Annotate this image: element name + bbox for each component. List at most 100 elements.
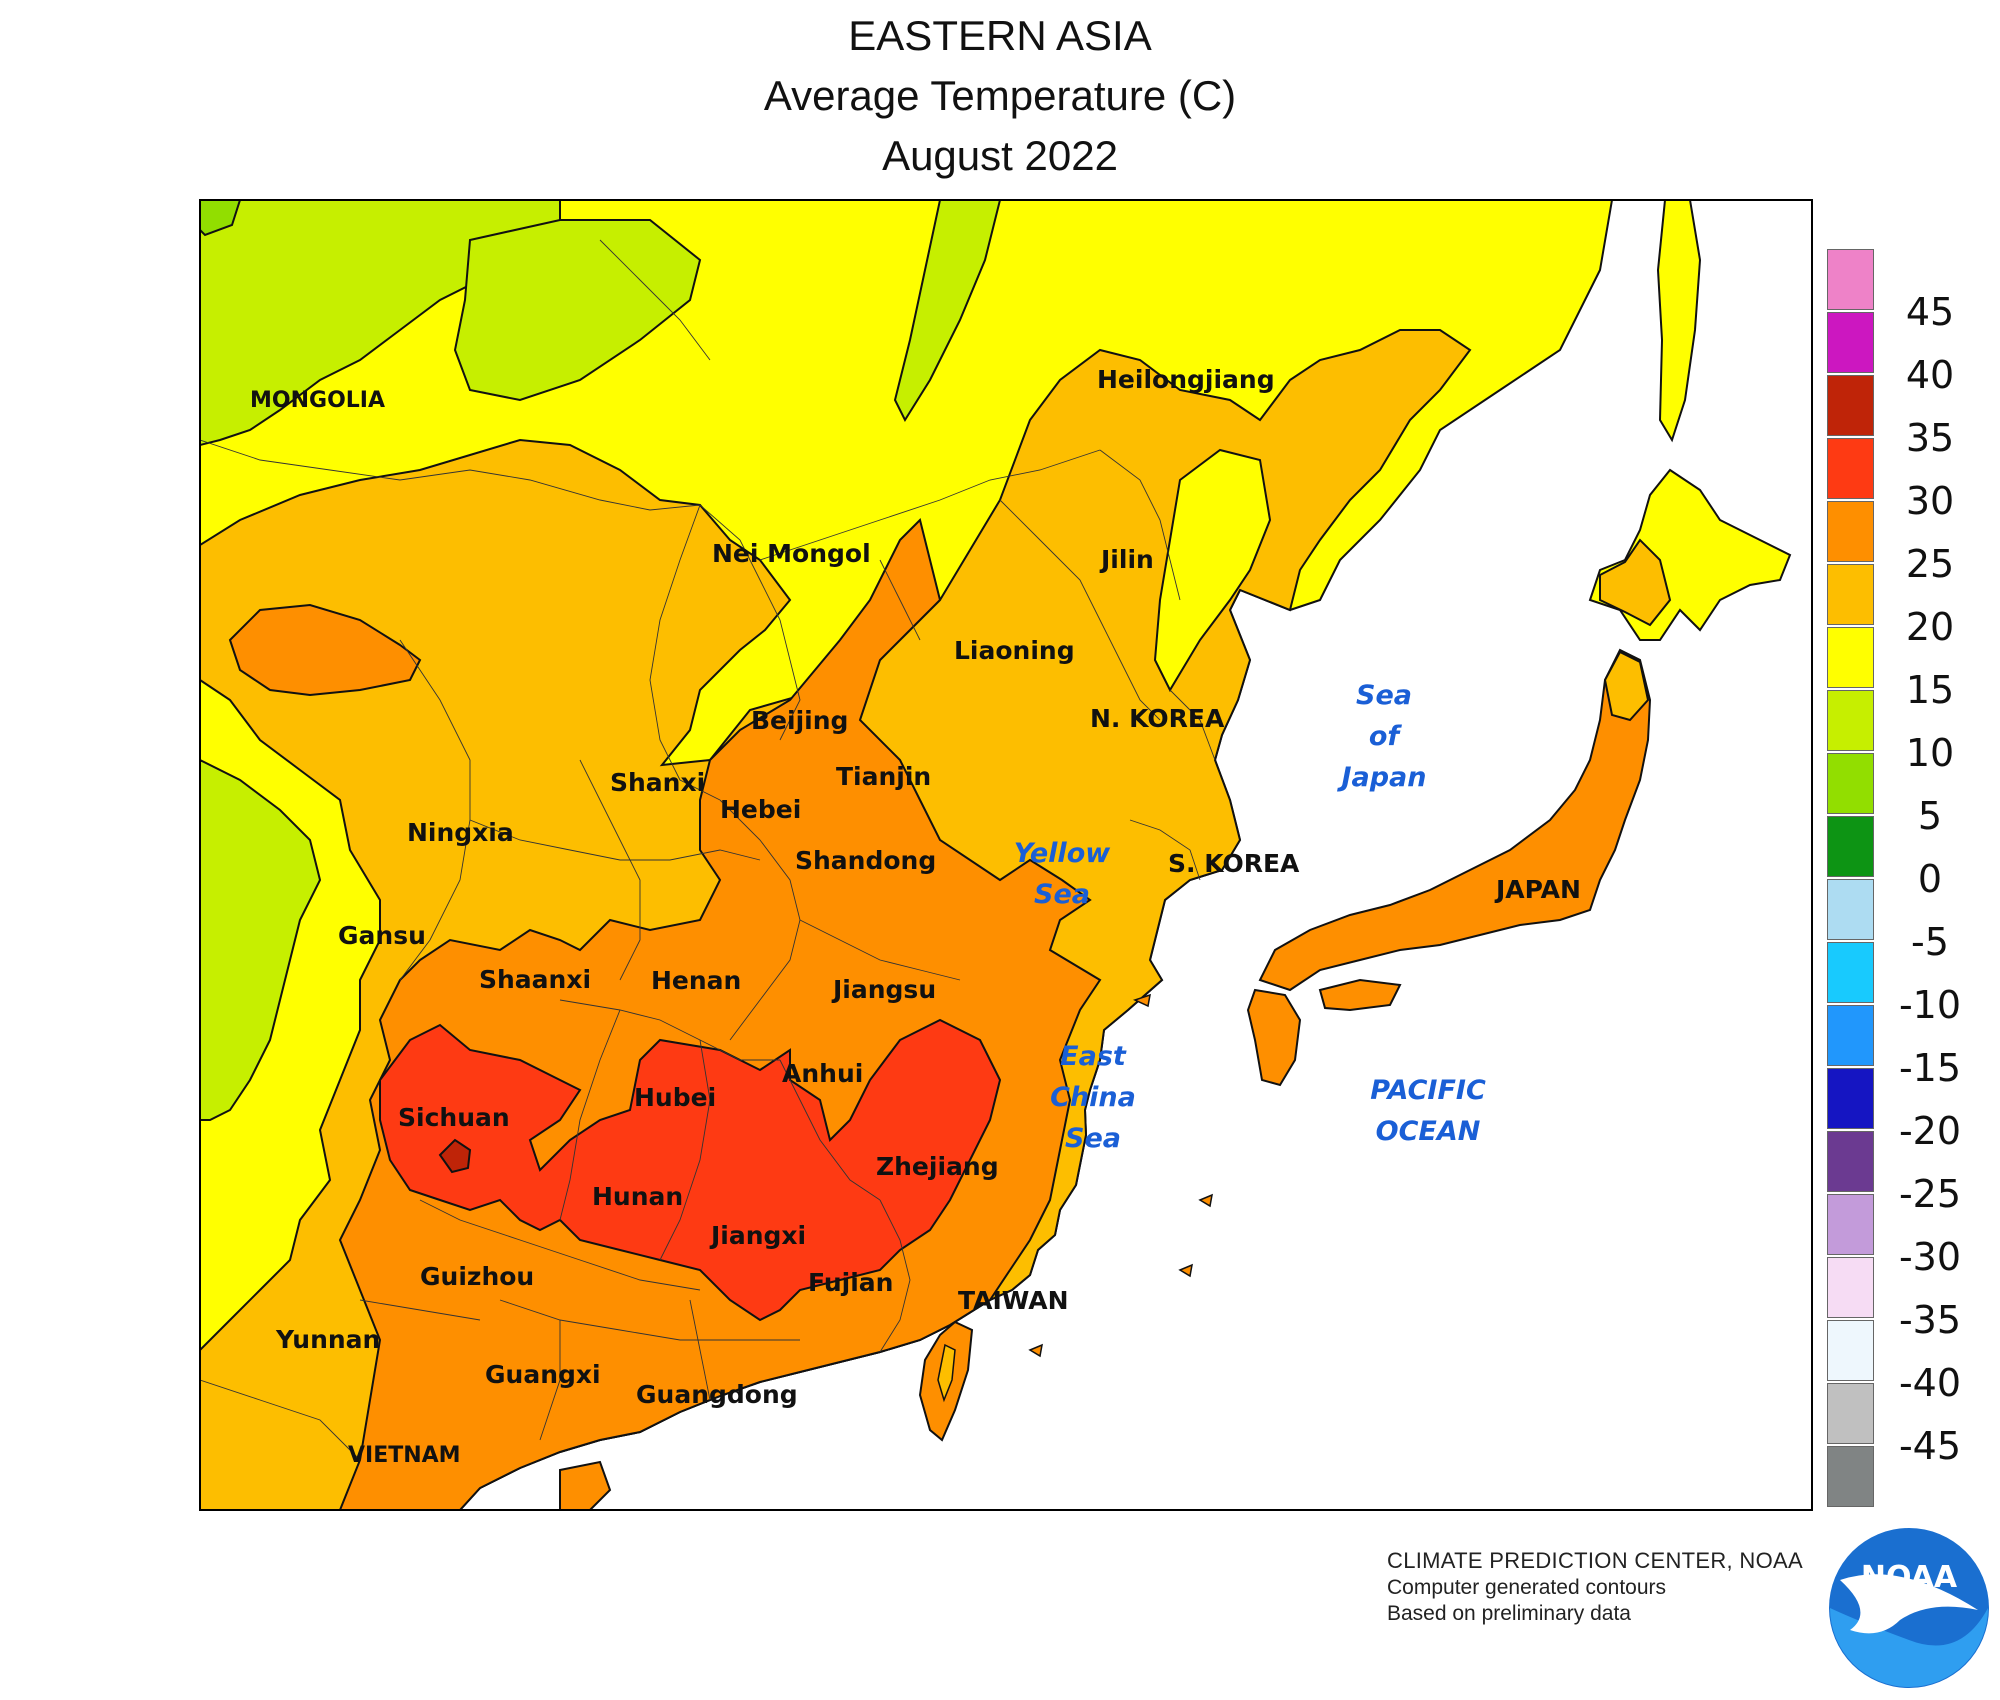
label-hebei: Hebei	[720, 795, 801, 824]
label-zhejiang: Zhejiang	[876, 1152, 999, 1181]
label-beijing: Beijing	[751, 706, 848, 735]
legend-label: 45	[1905, 290, 1955, 334]
legend-swatch	[1827, 1257, 1874, 1318]
label-guizhou: Guizhou	[420, 1262, 534, 1291]
legend-label: -35	[1898, 1298, 1962, 1342]
legend-swatch	[1827, 1446, 1874, 1507]
label-japan: JAPAN	[1494, 875, 1581, 904]
legend-swatch	[1827, 1005, 1874, 1066]
label-nei-mongol: Nei Mongol	[712, 539, 871, 568]
label-guangxi: Guangxi	[485, 1360, 601, 1389]
label-yellow-sea-2: Sea	[1034, 879, 1090, 910]
island-hainan	[559, 1460, 612, 1510]
label-fujian: Fujian	[808, 1268, 893, 1297]
legend-swatch	[1827, 753, 1874, 814]
label-hunan: Hunan	[592, 1182, 683, 1211]
legend-swatch	[1827, 249, 1874, 310]
contour-25-30-west	[228, 603, 422, 697]
label-jiangxi: Jiangxi	[709, 1221, 806, 1250]
legend-label: -45	[1898, 1424, 1962, 1468]
legend-swatch	[1827, 312, 1874, 373]
map-frame	[199, 199, 1813, 1511]
label-sea-of-japan-2: of	[1369, 721, 1403, 752]
noaa-logo-bird	[1840, 1574, 1978, 1634]
label-liaoning: Liaoning	[954, 636, 1075, 665]
label-taiwan: TAIWAN	[958, 1286, 1069, 1315]
legend-swatch	[1827, 1320, 1874, 1381]
label-yellow-sea-1: Yellow	[1014, 838, 1111, 869]
legend-label: 35	[1905, 416, 1955, 460]
island-shikoku	[1318, 978, 1402, 1012]
label-anhui: Anhui	[782, 1059, 863, 1088]
label-ningxia: Ningxia	[407, 818, 514, 847]
legend-swatch	[1827, 816, 1874, 877]
label-yunnan: Yunnan	[275, 1325, 380, 1354]
legend-label: 15	[1905, 668, 1955, 712]
map-period: August 2022	[882, 132, 1118, 179]
label-n-korea: N. KOREA	[1090, 704, 1225, 733]
legend-swatch	[1827, 879, 1874, 940]
legend-label: -40	[1898, 1361, 1962, 1405]
contour-15-20-changbai	[1153, 448, 1272, 693]
legend-swatch	[1827, 627, 1874, 688]
contour-5-10	[200, 200, 242, 237]
legend-swatch	[1827, 375, 1874, 436]
legend-label: 5	[1917, 794, 1943, 838]
legend-swatch	[1827, 690, 1874, 751]
legend-label: 40	[1905, 353, 1955, 397]
map-title: EASTERN ASIA	[848, 12, 1152, 59]
label-pacific-ocean-1: PACIFIC	[1370, 1075, 1486, 1106]
contour-30-35-central	[379, 1018, 1002, 1322]
legend-label: -25	[1898, 1172, 1962, 1216]
legend-label: 25	[1905, 542, 1955, 586]
honshu-north-warm	[1603, 650, 1650, 722]
legend-swatch	[1827, 438, 1874, 499]
label-jiangsu: Jiangsu	[831, 975, 936, 1004]
map-area	[200, 200, 1812, 1510]
legend-label: 0	[1917, 857, 1943, 901]
legend-label: 20	[1905, 605, 1955, 649]
legend-swatch	[1827, 1383, 1874, 1444]
contour-10-15-west	[200, 758, 322, 1121]
island-sakhalin	[1656, 200, 1702, 443]
credit-org: CLIMATE PREDICTION CENTER, NOAA	[1387, 1548, 1803, 1573]
legend-label: -20	[1898, 1109, 1962, 1153]
label-east-china-sea-1: East	[1060, 1041, 1127, 1072]
label-mongolia: MONGOLIA	[250, 388, 385, 413]
label-sea-of-japan-1: Sea	[1356, 680, 1412, 711]
island-honshu	[1258, 648, 1652, 992]
legend-swatch	[1827, 1194, 1874, 1255]
small-islands	[1028, 993, 1213, 1358]
label-guangdong: Guangdong	[636, 1380, 798, 1409]
credit-preliminary: Based on preliminary data	[1387, 1602, 1631, 1625]
contour-35-40	[438, 1138, 472, 1174]
label-heilongjiang: Heilongjiang	[1097, 365, 1275, 394]
legend-label: -10	[1898, 983, 1962, 1027]
label-shanxi: Shanxi	[610, 768, 705, 797]
legend-label: 10	[1905, 731, 1955, 775]
label-hubei: Hubei	[634, 1083, 716, 1112]
label-s-korea: S. KOREA	[1168, 849, 1300, 878]
noaa-logo-text: NOAA	[1861, 1560, 1958, 1595]
legend-swatch	[1827, 1131, 1874, 1192]
legend-swatch	[1827, 1068, 1874, 1129]
map-subtitle: Average Temperature (C)	[763, 72, 1237, 119]
label-pacific-ocean-2: OCEAN	[1376, 1116, 1481, 1147]
credit-contours: Computer generated contours	[1387, 1576, 1666, 1599]
legend-label: -5	[1911, 920, 1949, 964]
region-labels: MONGOLIA Heilongjiang Nei Mongol Jilin L…	[250, 365, 1581, 1468]
label-shaanxi: Shaanxi	[479, 965, 591, 994]
contour-10-15-ridge	[893, 200, 1002, 423]
hokkaido-warm	[1599, 538, 1672, 627]
label-jilin: Jilin	[1099, 545, 1154, 574]
label-sichuan: Sichuan	[398, 1103, 510, 1132]
island-kyushu	[1246, 988, 1302, 1087]
label-vietnam: VIETNAM	[348, 1443, 461, 1468]
legend-swatch	[1827, 564, 1874, 625]
taiwan-mountains	[937, 1343, 956, 1403]
label-henan: Henan	[651, 966, 741, 995]
label-east-china-sea-3: Sea	[1065, 1123, 1121, 1154]
label-east-china-sea-2: China	[1050, 1082, 1136, 1113]
legend-swatch	[1827, 501, 1874, 562]
